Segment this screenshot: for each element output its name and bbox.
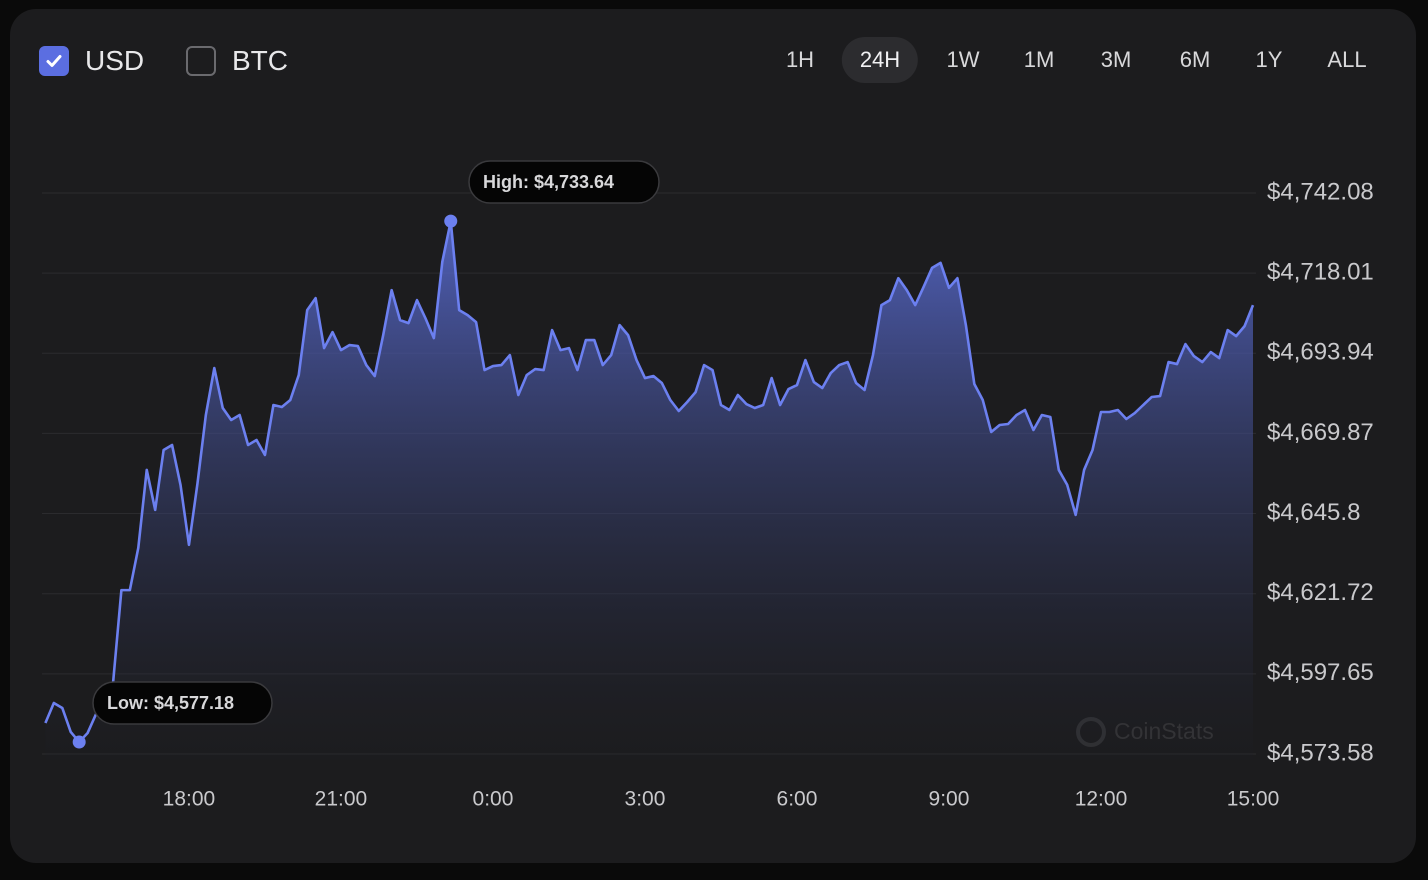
range-button[interactable]: 6M (1179, 47, 1211, 72)
y-tick-label: $4,573.58 (1267, 739, 1374, 766)
x-tick-label: 12:00 (1075, 788, 1128, 811)
x-tick-label: 18:00 (163, 788, 216, 811)
chart: $4,742.08 $4,718.01 $4,693.94 $4,669.87 $4,6… (42, 160, 1374, 811)
x-tick-label: 21:00 (315, 788, 368, 811)
watermark: CoinStats (1114, 718, 1214, 744)
annotation-box (468, 160, 660, 204)
range-button[interactable]: ALL (1327, 47, 1367, 72)
x-tick-label: 0:00 (473, 788, 514, 811)
y-tick-label: $4,718.01 (1267, 258, 1374, 285)
range-button[interactable]: 24H (841, 37, 919, 83)
check-icon (46, 55, 62, 67)
area (45, 221, 1253, 772)
range-button[interactable]: 1H (785, 47, 815, 72)
y-tick-label: $4,693.94 (1267, 339, 1374, 366)
annotation-box (92, 681, 273, 725)
x-tick-label: 3:00 (625, 788, 666, 811)
currency-toggle[interactable]: USD (39, 45, 144, 77)
annotation-dot (444, 214, 458, 228)
currency-label: USD (85, 45, 145, 76)
y-tick-label: $4,742.08 (1267, 178, 1374, 205)
currency-label: BTC (232, 45, 288, 76)
y-tick-label: $4,621.72 (1267, 579, 1374, 606)
controls: USD BTC 1H 24H 1W 1M 3M 6M 1Y ALL (10, 9, 1416, 109)
annotation-label: Low: $4,577.18 (107, 693, 234, 713)
range-button[interactable]: 1M (1023, 47, 1055, 72)
currency-toggle[interactable]: BTC (186, 45, 288, 77)
range-button[interactable]: 1Y (1255, 47, 1283, 72)
y-tick-label: $4,645.8 (1267, 499, 1360, 526)
range-button[interactable]: 1W (946, 47, 980, 72)
annotation-dot (72, 735, 86, 749)
x-tick-label: 6:00 (777, 788, 818, 811)
x-tick-label: 9:00 (929, 788, 970, 811)
y-tick-label: $4,597.65 (1267, 659, 1374, 686)
chart-card: USD BTC 1H 24H 1W 1M 3M 6M 1Y ALL $4,742.08 $4,718… (10, 9, 1416, 863)
x-tick-label: 15:00 (1227, 788, 1280, 811)
annotation-label: High: $4,733.64 (483, 172, 614, 192)
price-line (44, 219, 1255, 744)
y-tick-label: $4,669.87 (1267, 419, 1374, 446)
checkbox[interactable] (186, 46, 216, 76)
checkbox[interactable] (39, 46, 69, 76)
range-button[interactable]: 3M (1100, 47, 1132, 72)
